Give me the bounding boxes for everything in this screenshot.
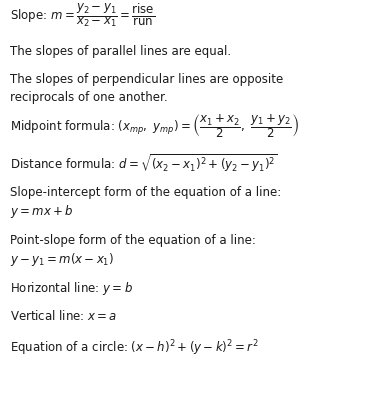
Text: Slope: $m = \dfrac{y_2 - y_1}{x_2 - x_1} = \dfrac{\mathrm{rise}}{\mathrm{run}}$: Slope: $m = \dfrac{y_2 - y_1}{x_2 - x_1}… (10, 3, 155, 29)
Text: reciprocals of one another.: reciprocals of one another. (10, 92, 167, 104)
Text: The slopes of parallel lines are equal.: The slopes of parallel lines are equal. (10, 46, 231, 58)
Text: Midpoint formula: $\left(x_{mp},\ y_{mp}\right) = \left(\dfrac{x_1 + x_2}{2},\ \: Midpoint formula: $\left(x_{mp},\ y_{mp}… (10, 112, 299, 140)
Text: $y = mx + b$: $y = mx + b$ (10, 204, 73, 220)
Text: Slope-intercept form of the equation of a line:: Slope-intercept form of the equation of … (10, 186, 281, 199)
Text: Equation of a circle: $(x - h)^2 + (y - k)^2 = r^2$: Equation of a circle: $(x - h)^2 + (y - … (10, 338, 258, 358)
Text: Horizontal line: $y = b$: Horizontal line: $y = b$ (10, 280, 133, 297)
Text: $y - y_1 = m(x - x_1)$: $y - y_1 = m(x - x_1)$ (10, 252, 114, 268)
Text: Vertical line: $x = a$: Vertical line: $x = a$ (10, 309, 117, 323)
Text: Distance formula: $d = \sqrt{\left(x_2 - x_1\right)^2 + \left(y_2 - y_1\right)^2: Distance formula: $d = \sqrt{\left(x_2 -… (10, 153, 277, 175)
Text: Point-slope form of the equation of a line:: Point-slope form of the equation of a li… (10, 234, 255, 247)
Text: The slopes of perpendicular lines are opposite: The slopes of perpendicular lines are op… (10, 74, 283, 86)
